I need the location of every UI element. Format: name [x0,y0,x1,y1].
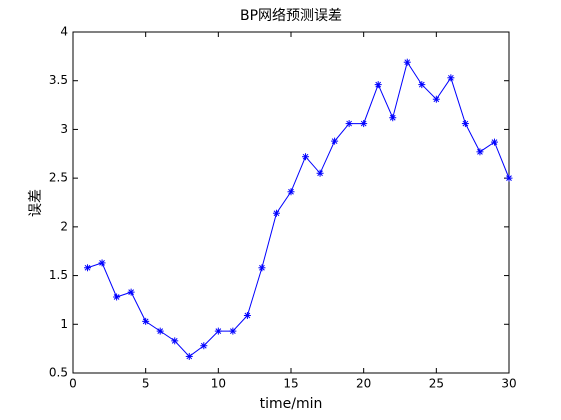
point-marker [490,138,498,146]
point-marker [461,120,469,128]
marker-stroke [433,96,440,103]
point-marker [316,169,324,177]
point-marker [418,81,426,89]
marker-stroke [477,148,483,155]
marker-stroke [259,264,265,271]
y-tick-label: 0.5 [49,366,68,380]
x-tick-label: 15 [283,377,298,391]
y-tick-label: 1 [60,317,68,331]
point-marker [127,288,135,296]
x-tick-label: 10 [211,377,226,391]
x-tick-label: 30 [501,377,516,391]
y-tick-label: 2.5 [49,171,68,185]
marker-stroke [230,328,236,334]
marker-stroke [375,81,382,88]
point-marker [374,81,382,89]
marker-stroke [113,294,120,300]
point-marker [403,58,411,66]
y-tick-label: 4 [60,25,68,39]
marker-stroke [418,81,425,88]
y-tick-label: 3.5 [49,73,68,87]
point-marker [389,114,397,122]
marker-stroke [215,328,222,334]
marker-stroke [288,188,294,195]
point-marker [171,337,179,345]
marker-stroke [302,153,309,160]
x-axis-label: time/min [260,396,323,412]
marker-stroke [157,328,164,334]
point-marker [258,264,266,272]
point-marker [447,74,455,82]
point-marker [98,259,106,267]
y-tick-label: 3 [60,122,68,136]
series-line [87,60,510,358]
point-marker [287,188,295,196]
marker-stroke [360,120,367,127]
point-marker [505,174,513,182]
axes-box [72,31,510,374]
x-tick-label: 5 [142,377,150,391]
marker-stroke [389,114,396,121]
point-marker [200,342,208,350]
marker-stroke [128,289,134,295]
marker-stroke [404,59,411,66]
point-marker [476,148,484,156]
marker-stroke [273,210,280,217]
marker-stroke [84,264,91,271]
marker-stroke [186,353,193,360]
marker-stroke [142,318,149,325]
point-marker [113,293,121,301]
x-tick-label: 25 [429,377,444,391]
point-marker [432,95,440,103]
marker-stroke [171,337,178,344]
marker-stroke [99,260,105,266]
y-tick-label: 1.5 [49,268,68,282]
point-marker [345,120,353,128]
y-axis-label: 误差 [28,189,44,217]
marker-stroke [331,138,338,144]
marker-stroke [244,312,251,319]
marker-stroke [462,120,469,127]
marker-stroke [506,175,512,181]
point-marker [214,327,222,335]
point-marker [302,153,310,161]
point-marker [331,137,339,145]
point-marker [229,327,237,335]
marker-stroke [448,74,454,81]
marker-stroke [346,120,352,127]
x-tick-label: 0 [69,377,77,391]
y-tick-label: 2 [60,219,68,233]
marker-stroke [200,342,207,349]
marker-stroke [317,170,323,177]
chart-title: BP网络预测误差 [240,8,342,24]
point-marker [156,327,164,335]
point-marker [84,264,92,272]
point-marker [272,209,280,217]
x-tick-label: 20 [356,377,371,391]
marker-stroke [491,139,498,145]
point-marker [185,352,193,360]
point-marker [360,120,368,128]
point-marker [142,317,150,325]
point-marker [243,312,251,320]
